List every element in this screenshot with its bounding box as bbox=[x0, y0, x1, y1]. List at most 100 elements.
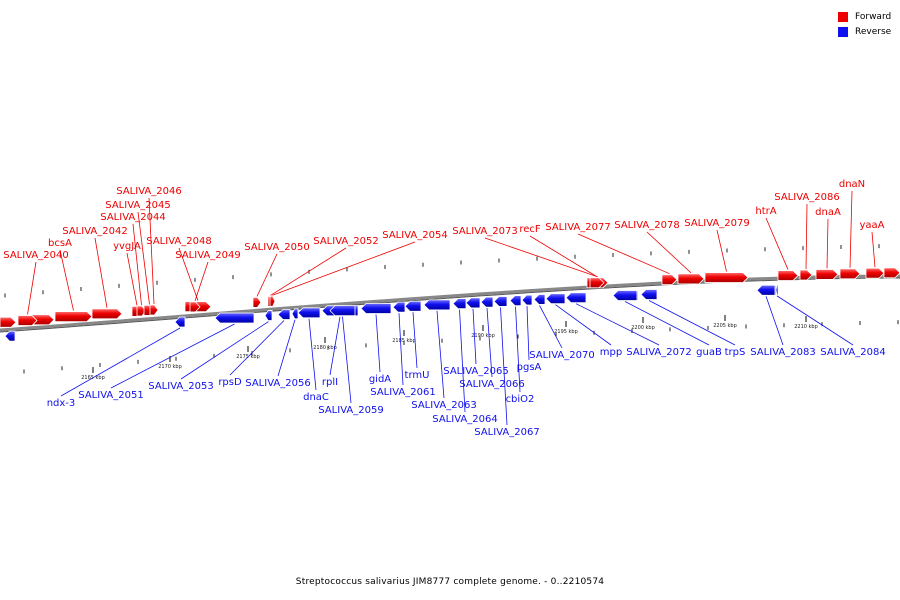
forward-gene-leader bbox=[178, 247, 199, 301]
reverse-gene-arrow[interactable] bbox=[756, 284, 776, 296]
forward-gene-leader bbox=[871, 231, 876, 268]
reverse-gene-arrow[interactable] bbox=[423, 299, 451, 311]
reverse-gene-arrow[interactable] bbox=[465, 297, 481, 309]
reverse-gene-arrow[interactable] bbox=[329, 305, 356, 317]
reverse-gene-label[interactable]: SALIVA_2066 bbox=[459, 379, 524, 390]
reverse-gene-label[interactable]: SALIVA_2083 bbox=[750, 347, 815, 358]
reverse-gene-label[interactable]: SALIVA_2065 bbox=[443, 366, 508, 377]
reverse-gene-label[interactable]: trmU bbox=[405, 370, 430, 381]
forward-gene-label[interactable]: SALIVA_2040 bbox=[3, 250, 68, 261]
forward-gene-label[interactable]: SALIVA_2077 bbox=[545, 222, 610, 233]
forward-gene-label[interactable]: SALIVA_2052 bbox=[313, 236, 378, 247]
reverse-gene-label[interactable]: rpsD bbox=[218, 377, 242, 388]
forward-gene-label[interactable]: dnaN bbox=[839, 179, 865, 190]
forward-gene-leader bbox=[765, 217, 789, 270]
forward-gene-label[interactable]: SALIVA_2044 bbox=[100, 212, 165, 223]
reverse-gene-arrow[interactable] bbox=[480, 296, 494, 308]
reverse-gene-label[interactable]: SALIVA_2051 bbox=[78, 390, 143, 401]
forward-gene-label[interactable]: SALIVA_2048 bbox=[146, 236, 211, 247]
reverse-gene-arrow[interactable] bbox=[392, 301, 406, 313]
reverse-gene-arrow[interactable] bbox=[404, 300, 422, 312]
reverse-gene-label[interactable]: SALIVA_2067 bbox=[474, 427, 539, 438]
forward-gene-arrow[interactable] bbox=[269, 295, 276, 307]
scale-tick-label: 2200 kbp bbox=[631, 325, 655, 331]
forward-gene-arrow[interactable] bbox=[799, 269, 813, 281]
forward-gene-arrow[interactable] bbox=[865, 267, 885, 279]
forward-gene-arrow[interactable] bbox=[883, 267, 900, 279]
reverse-gene-label[interactable]: SALIVA_2072 bbox=[626, 347, 691, 358]
forward-gene-leader bbox=[646, 231, 692, 274]
reverse-gene-label[interactable]: SALIVA_2061 bbox=[370, 387, 435, 398]
reverse-gene-label[interactable]: dnaC bbox=[303, 392, 329, 403]
forward-gene-label[interactable]: SALIVA_2086 bbox=[774, 192, 839, 203]
reverse-gene-label[interactable]: SALIVA_2070 bbox=[529, 350, 594, 361]
forward-gene-arrow[interactable] bbox=[252, 296, 262, 308]
reverse-gene-label[interactable]: SALIVA_2084 bbox=[820, 347, 885, 358]
reverse-gene-label[interactable]: SALIVA_2059 bbox=[318, 405, 383, 416]
forward-gene-label[interactable]: SALIVA_2050 bbox=[244, 242, 309, 253]
reverse-gene-arrow[interactable] bbox=[565, 292, 587, 304]
forward-gene-leader bbox=[132, 223, 142, 306]
forward-gene-label[interactable]: recF bbox=[519, 224, 541, 235]
forward-gene-arrow[interactable] bbox=[677, 273, 705, 285]
forward-gene-arrow[interactable] bbox=[149, 304, 159, 316]
reverse-gene-arrow[interactable] bbox=[509, 295, 522, 307]
reverse-gene-label[interactable]: mpp bbox=[600, 347, 622, 358]
reverse-gene-label[interactable]: SALIVA_2064 bbox=[432, 414, 497, 425]
reverse-gene-leader bbox=[308, 318, 317, 391]
forward-gene-label[interactable]: SALIVA_2054 bbox=[382, 230, 447, 241]
forward-gene-arrow[interactable] bbox=[0, 316, 17, 328]
forward-gene-label[interactable]: SALIVA_2042 bbox=[62, 226, 127, 237]
reverse-gene-arrow[interactable] bbox=[291, 308, 299, 320]
reverse-gene-label[interactable]: SALIVA_2056 bbox=[245, 378, 310, 389]
reverse-gene-label[interactable]: cbiO2 bbox=[506, 394, 535, 405]
reverse-gene-arrow[interactable] bbox=[360, 303, 392, 314]
reverse-gene-arrow[interactable] bbox=[214, 312, 255, 324]
reverse-gene-arrow[interactable] bbox=[452, 298, 467, 310]
reverse-gene-label[interactable]: pgsA bbox=[517, 362, 542, 373]
reverse-gene-label[interactable]: trpS bbox=[725, 347, 746, 358]
reverse-gene-label[interactable]: guaB bbox=[696, 347, 722, 358]
forward-gene-arrow[interactable] bbox=[704, 272, 749, 283]
forward-gene-arrow[interactable] bbox=[815, 269, 839, 280]
forward-gene-label[interactable]: dnaA bbox=[815, 207, 841, 218]
reverse-gene-arrow[interactable] bbox=[264, 310, 273, 321]
reverse-gene-label[interactable]: ndx-3 bbox=[47, 398, 76, 409]
forward-gene-label[interactable]: bcsA bbox=[48, 238, 72, 249]
forward-gene-arrow[interactable] bbox=[17, 315, 38, 326]
forward-gene-label[interactable]: yvgJA bbox=[113, 241, 141, 252]
reverse-gene-arrow[interactable] bbox=[521, 294, 533, 306]
reverse-gene-arrow[interactable] bbox=[493, 296, 508, 307]
reverse-gene-leader bbox=[180, 321, 269, 380]
reverse-gene-label[interactable]: rplI bbox=[322, 377, 338, 388]
reverse-gene-leader bbox=[486, 308, 493, 378]
reverse-gene-arrow[interactable] bbox=[545, 293, 566, 305]
reverse-gene-arrow[interactable] bbox=[277, 309, 291, 320]
forward-gene-label[interactable]: yaaA bbox=[859, 220, 884, 231]
forward-gene-arrow[interactable] bbox=[189, 301, 201, 313]
forward-gene-label[interactable]: SALIVA_2078 bbox=[614, 220, 679, 231]
reverse-gene-label[interactable]: SALIVA_2063 bbox=[411, 400, 476, 411]
reverse-gene-arrow[interactable] bbox=[297, 307, 321, 319]
forward-gene-arrow[interactable] bbox=[839, 268, 861, 280]
forward-gene-label[interactable]: htrA bbox=[755, 206, 776, 217]
forward-gene-label[interactable]: SALIVA_2073 bbox=[452, 226, 517, 237]
reverse-gene-arrow[interactable] bbox=[4, 330, 16, 342]
forward-gene-arrow[interactable] bbox=[91, 308, 123, 320]
forward-gene-label[interactable]: SALIVA_2049 bbox=[175, 250, 240, 261]
reverse-gene-arrow[interactable] bbox=[174, 316, 186, 328]
reverse-gene-arrow[interactable] bbox=[533, 294, 546, 305]
reverse-gene-arrow[interactable] bbox=[640, 289, 658, 300]
forward-gene-label[interactable]: SALIVA_2046 bbox=[116, 186, 181, 197]
forward-gene-arrow[interactable] bbox=[661, 274, 678, 286]
forward-gene-label[interactable]: SALIVA_2045 bbox=[105, 200, 170, 211]
forward-gene-arrow[interactable] bbox=[777, 270, 799, 281]
reverse-gene-arrow[interactable] bbox=[775, 284, 779, 296]
forward-gene-label[interactable]: SALIVA_2079 bbox=[684, 218, 749, 229]
forward-gene-arrow[interactable] bbox=[54, 311, 93, 322]
reverse-gene-label[interactable]: SALIVA_2053 bbox=[148, 381, 213, 392]
forward-gene-arrow[interactable] bbox=[589, 277, 605, 289]
scale-tick-label: 2180 kbp bbox=[313, 345, 337, 351]
reverse-gene-arrow[interactable] bbox=[612, 290, 638, 301]
reverse-gene-label[interactable]: gidA bbox=[369, 374, 391, 385]
